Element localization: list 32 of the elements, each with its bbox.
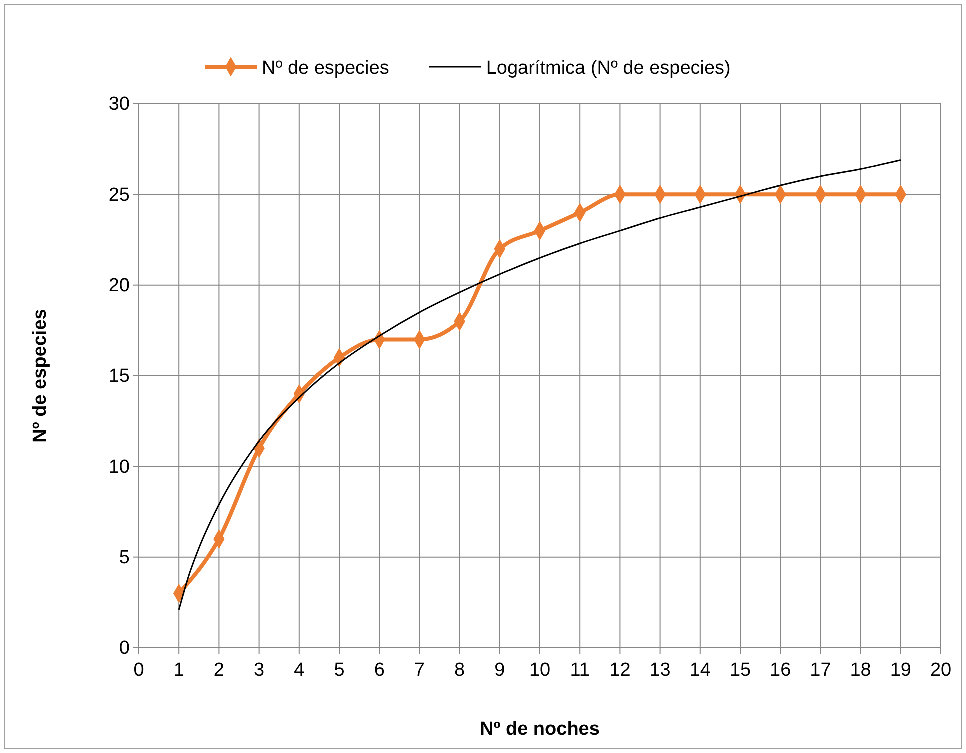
x-tick-label: 18 xyxy=(850,660,872,681)
x-tick-label: 0 xyxy=(134,660,144,681)
x-tick-label: 1 xyxy=(174,660,184,681)
y-tick-label: 10 xyxy=(108,456,130,478)
y-tick-label: 30 xyxy=(108,94,130,116)
x-tick-label: 17 xyxy=(810,660,832,681)
x-tick-label: 11 xyxy=(570,660,590,681)
x-tick-label: 8 xyxy=(454,660,466,681)
legend-label: Logarítmica (Nº de especies) xyxy=(486,58,731,79)
x-tick-label: 20 xyxy=(930,660,952,681)
x-tick-label: 15 xyxy=(730,660,752,681)
y-tick-label: 20 xyxy=(108,275,130,296)
x-tick-label: 10 xyxy=(529,660,551,681)
x-tick-label: 3 xyxy=(254,660,265,681)
x-tick-label: 14 xyxy=(690,660,712,681)
x-tick-label: 13 xyxy=(650,660,671,681)
y-tick-label: 0 xyxy=(119,638,130,660)
x-tick-label: 9 xyxy=(494,660,506,681)
legend-label: Nº de especies xyxy=(262,58,390,79)
y-tick-label: 5 xyxy=(119,547,130,568)
y-tick-label: 15 xyxy=(108,366,130,388)
y-axis-title: Nº de especies xyxy=(30,309,51,443)
x-axis-title: Nº de noches xyxy=(480,719,600,740)
x-tick-label: 16 xyxy=(770,660,792,681)
y-tick-label: 25 xyxy=(108,184,130,206)
x-tick-label: 4 xyxy=(294,660,306,681)
x-tick-label: 5 xyxy=(334,660,345,681)
x-tick-label: 6 xyxy=(374,660,385,681)
x-tick-label: 19 xyxy=(890,660,912,681)
x-tick-label: 12 xyxy=(610,660,631,681)
x-tick-label: 2 xyxy=(214,660,224,681)
x-tick-label: 7 xyxy=(414,660,425,681)
